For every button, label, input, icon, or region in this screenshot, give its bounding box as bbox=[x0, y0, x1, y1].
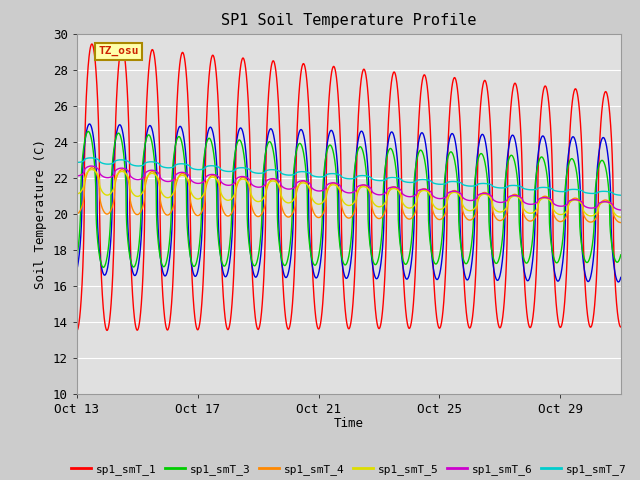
Y-axis label: Soil Temperature (C): Soil Temperature (C) bbox=[34, 139, 47, 288]
Title: SP1 Soil Temperature Profile: SP1 Soil Temperature Profile bbox=[221, 13, 477, 28]
Legend: sp1_smT_1, sp1_smT_2, sp1_smT_3, sp1_smT_4, sp1_smT_5, sp1_smT_6, sp1_smT_7: sp1_smT_1, sp1_smT_2, sp1_smT_3, sp1_smT… bbox=[67, 460, 631, 480]
X-axis label: Time: Time bbox=[334, 417, 364, 430]
Text: TZ_osu: TZ_osu bbox=[99, 46, 139, 57]
